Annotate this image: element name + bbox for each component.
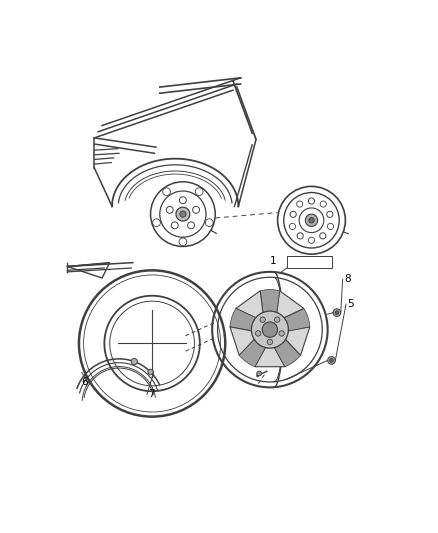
Polygon shape: [277, 291, 304, 318]
Circle shape: [275, 317, 280, 322]
Circle shape: [279, 330, 284, 336]
Circle shape: [176, 207, 190, 221]
Circle shape: [260, 317, 265, 322]
Circle shape: [309, 217, 314, 223]
Circle shape: [180, 211, 186, 217]
Polygon shape: [239, 340, 265, 367]
Polygon shape: [260, 289, 279, 312]
Circle shape: [329, 359, 333, 362]
Circle shape: [262, 322, 278, 337]
Text: 5: 5: [348, 299, 354, 309]
Circle shape: [305, 214, 318, 227]
Circle shape: [255, 330, 261, 336]
Polygon shape: [284, 309, 310, 331]
Circle shape: [131, 359, 138, 365]
FancyBboxPatch shape: [287, 256, 332, 268]
Circle shape: [257, 371, 261, 376]
Polygon shape: [230, 309, 256, 331]
Polygon shape: [230, 327, 254, 356]
Polygon shape: [286, 327, 310, 356]
Polygon shape: [255, 348, 285, 367]
Text: 6: 6: [81, 377, 88, 387]
Text: 7: 7: [148, 389, 155, 399]
Text: 1: 1: [270, 256, 276, 265]
Circle shape: [267, 339, 272, 345]
Polygon shape: [236, 291, 263, 318]
Circle shape: [328, 357, 336, 364]
Circle shape: [335, 311, 339, 314]
Circle shape: [333, 309, 341, 317]
Circle shape: [148, 369, 153, 375]
Polygon shape: [274, 340, 300, 367]
Text: 8: 8: [344, 274, 351, 285]
Circle shape: [251, 311, 288, 348]
